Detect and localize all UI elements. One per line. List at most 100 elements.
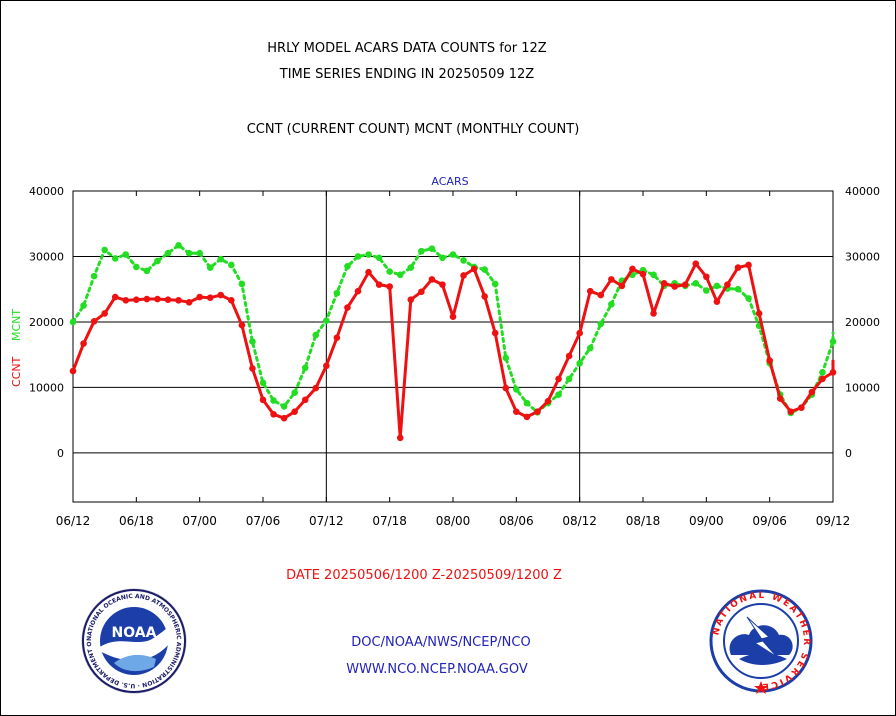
ccnt-point bbox=[196, 293, 203, 301]
mcnt-point bbox=[576, 359, 583, 367]
ccnt-point bbox=[396, 434, 404, 442]
x-tick-label: 09/12 bbox=[816, 514, 851, 528]
y-tick-label-left: 40000 bbox=[29, 185, 64, 198]
x-tick-label: 09/06 bbox=[752, 514, 787, 528]
ccnt-point bbox=[481, 293, 488, 300]
mcnt-point bbox=[481, 266, 488, 273]
mcnt-point bbox=[354, 253, 362, 260]
ccnt-point bbox=[270, 410, 277, 418]
ccnt-point bbox=[671, 283, 678, 290]
url-line: WWW.NCO.NCEP.NOAA.GOV bbox=[346, 662, 528, 677]
ccnt-point bbox=[354, 287, 362, 295]
ccnt-point bbox=[418, 288, 425, 296]
ccnt-point bbox=[798, 404, 805, 412]
mcnt-point bbox=[703, 287, 710, 294]
mcnt-point bbox=[513, 386, 520, 393]
mcnt-point bbox=[523, 399, 531, 407]
mcnt-point bbox=[164, 249, 172, 257]
chart-subtitle: CCNT (CURRENT COUNT) MCNT (MONTHLY COUNT… bbox=[247, 122, 580, 137]
ccnt-point bbox=[629, 265, 636, 273]
ccnt-series-line bbox=[71, 262, 835, 440]
x-tick-label: 08/06 bbox=[499, 514, 534, 528]
ccnt-point bbox=[660, 280, 668, 287]
mcnt-point bbox=[249, 338, 256, 345]
mcnt-point bbox=[69, 318, 77, 326]
ccnt-point bbox=[639, 270, 647, 278]
y-tick-label-right: 40000 bbox=[845, 185, 880, 198]
mcnt-point bbox=[90, 272, 98, 280]
panel-label: ACARS bbox=[431, 175, 468, 188]
mcnt-point bbox=[101, 246, 108, 254]
ccnt-point bbox=[502, 384, 510, 392]
mcnt-point bbox=[143, 267, 151, 275]
ccnt-point bbox=[259, 396, 267, 404]
ccnt-point bbox=[766, 357, 773, 364]
mcnt-point bbox=[819, 369, 826, 376]
y-tick-label-right: 0 bbox=[845, 447, 852, 460]
mcnt-point bbox=[555, 391, 562, 398]
ccnt-point bbox=[407, 296, 415, 303]
ccnt-point bbox=[618, 282, 626, 290]
ccnt-point bbox=[819, 375, 826, 383]
mcnt-point bbox=[608, 300, 615, 308]
ccnt-point bbox=[755, 310, 763, 317]
mcnt-point bbox=[280, 403, 288, 410]
ccnt-point bbox=[681, 281, 689, 288]
mcnt-point bbox=[333, 289, 341, 297]
ccnt-point bbox=[344, 304, 351, 311]
ccnt-point bbox=[703, 273, 710, 281]
mcnt-point bbox=[185, 249, 193, 257]
ylabel-mcnt: MCNT bbox=[10, 309, 23, 341]
ccnt-point bbox=[692, 260, 700, 267]
ccnt-point bbox=[291, 408, 298, 415]
ccnt-point bbox=[375, 281, 383, 288]
x-tick-label: 07/12 bbox=[309, 514, 344, 528]
x-tick-label: 09/00 bbox=[689, 514, 724, 528]
mcnt-point bbox=[133, 263, 140, 271]
ccnt-point bbox=[724, 281, 731, 288]
org-line: DOC/NOAA/NWS/NCEP/NCO bbox=[351, 635, 530, 650]
mcnt-point bbox=[586, 344, 594, 352]
mcnt-point bbox=[502, 354, 510, 362]
ccnt-point bbox=[523, 413, 531, 421]
mcnt-point bbox=[745, 295, 752, 302]
ccnt-point bbox=[312, 384, 320, 392]
mcnt-point bbox=[291, 389, 298, 396]
ccnt-point bbox=[460, 272, 467, 279]
mcnt-point bbox=[829, 338, 837, 345]
ccnt-point bbox=[164, 296, 172, 303]
date-range: DATE 20250506/1200 Z-20250509/1200 Z bbox=[286, 568, 562, 583]
mcnt-point bbox=[396, 271, 404, 279]
ccnt-point bbox=[69, 367, 77, 375]
ccnt-point bbox=[565, 352, 573, 360]
mcnt-point bbox=[217, 255, 225, 263]
ccnt-point bbox=[185, 299, 193, 306]
y-tick-label-right: 10000 bbox=[845, 381, 880, 394]
tick-label-layer: 0 0 10000 10000 20000 20000 30000 30000 40000 400… bbox=[29, 185, 880, 528]
mcnt-point bbox=[206, 264, 214, 271]
ccnt-point bbox=[449, 313, 457, 321]
ccnt-point bbox=[745, 261, 752, 269]
ccnt-point bbox=[301, 396, 309, 404]
ccnt-point bbox=[280, 414, 288, 422]
mcnt-point bbox=[597, 320, 605, 328]
ccnt-point bbox=[111, 293, 119, 301]
mcnt-point bbox=[428, 245, 436, 252]
ylabel-ccnt: CCNT bbox=[10, 356, 23, 387]
y-tick-label-left: 30000 bbox=[29, 250, 64, 263]
ccnt-point bbox=[228, 297, 235, 304]
ccnt-point bbox=[428, 276, 436, 283]
mcnt-point bbox=[175, 242, 182, 249]
chart-title-line2: TIME SERIES ENDING IN 20250509 12Z bbox=[279, 67, 535, 82]
noaa-logo: NOAA NATIONAL OCEANIC AND ATMOSPHERIC AD… bbox=[81, 588, 187, 694]
x-tick-label: 06/18 bbox=[119, 514, 154, 528]
ccnt-point bbox=[650, 310, 657, 317]
ccnt-point bbox=[544, 397, 552, 405]
x-tick-label: 07/18 bbox=[372, 514, 407, 528]
ccnt-point bbox=[439, 281, 446, 288]
ccnt-point bbox=[90, 317, 98, 325]
mcnt-point bbox=[418, 247, 425, 255]
mcnt-point bbox=[154, 257, 161, 265]
